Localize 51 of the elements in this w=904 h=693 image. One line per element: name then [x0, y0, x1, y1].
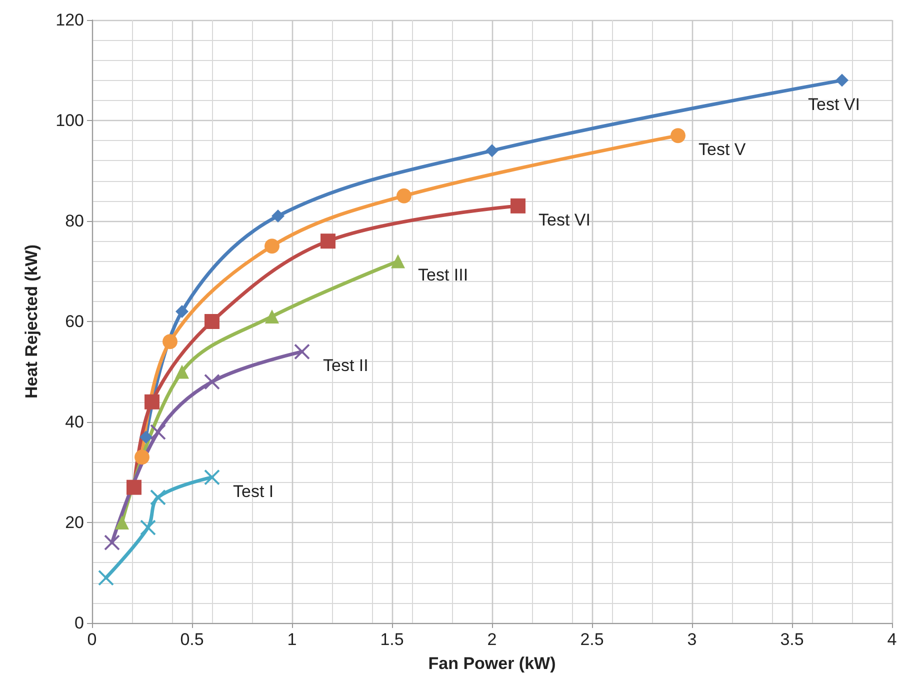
series-label: Test V — [698, 140, 746, 160]
point — [320, 234, 336, 249]
point — [115, 516, 129, 530]
y-tick-label: 80 — [65, 212, 84, 230]
point — [265, 309, 279, 324]
point — [144, 394, 160, 410]
point — [294, 344, 310, 360]
series-label: Test III — [418, 266, 468, 285]
x-tick-label: 0 — [87, 630, 97, 649]
point — [836, 74, 848, 87]
x-tick-label: 2 — [487, 630, 497, 649]
point — [204, 374, 220, 390]
point — [272, 209, 284, 222]
point — [175, 364, 189, 379]
point — [104, 534, 120, 551]
point — [150, 424, 166, 440]
x-tick-label: 1.5 — [380, 630, 404, 649]
point — [98, 570, 114, 586]
series-label: Test I — [233, 482, 274, 501]
y-tick-label: 120 — [56, 10, 84, 30]
point — [204, 314, 220, 329]
point — [264, 238, 280, 254]
y-axis-title: Heat Rejected (kW) — [22, 244, 41, 398]
point — [176, 304, 188, 318]
series-label: Test VI — [538, 210, 590, 230]
point — [134, 450, 150, 465]
point — [150, 489, 166, 506]
point — [140, 520, 156, 536]
x-tick-label: 3 — [687, 630, 697, 649]
point — [510, 198, 526, 214]
point — [162, 334, 178, 350]
x-tick-label: 2.5 — [580, 630, 604, 649]
x-axis-title: Fan Power (kW) — [428, 654, 556, 673]
y-tick-label: 100 — [56, 111, 84, 130]
point — [486, 144, 498, 158]
x-tick-label: 1 — [287, 630, 297, 649]
y-tick-label: 60 — [65, 312, 84, 331]
series-label: Test VI — [808, 94, 860, 114]
y-tick-label: 20 — [65, 513, 84, 532]
x-tick-label: 4 — [887, 630, 897, 649]
point — [670, 128, 686, 144]
point — [204, 469, 220, 486]
point — [140, 430, 152, 444]
y-tick-label: 40 — [65, 412, 84, 432]
point — [396, 188, 412, 204]
series-label: Test II — [323, 356, 368, 376]
x-tick-label: 0.5 — [180, 630, 204, 649]
y-tick-label: 0 — [74, 614, 84, 632]
x-tick-label: 3.5 — [780, 630, 804, 649]
point — [391, 254, 405, 268]
point — [126, 480, 142, 495]
